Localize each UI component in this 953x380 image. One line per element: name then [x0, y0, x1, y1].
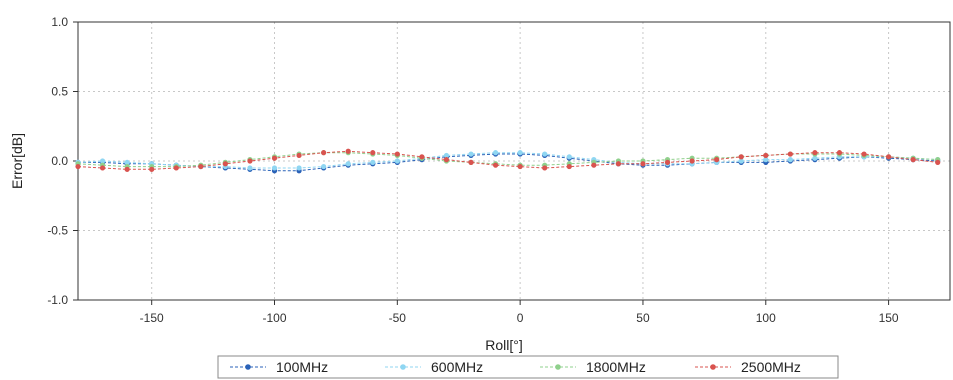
series-point: [247, 158, 253, 164]
legend-marker: [400, 364, 406, 370]
series-point: [173, 165, 179, 171]
x-tick-label: 150: [879, 311, 899, 325]
series-layer: [75, 148, 941, 174]
series-point: [296, 152, 302, 159]
series-line: [77, 152, 938, 168]
grid-layer: [78, 21, 950, 301]
series-point: [812, 150, 818, 156]
legend: 100MHz 600MHz 1800MHz 2500MHz: [217, 355, 839, 379]
legend-label: 600MHz: [431, 359, 483, 375]
legend-marker: [555, 364, 561, 370]
series-point: [763, 157, 769, 163]
series-point: [149, 166, 155, 172]
legend-box: [217, 355, 839, 379]
x-tick-label: 100: [756, 311, 776, 325]
legend-marker: [710, 364, 716, 370]
series-point: [492, 150, 499, 156]
series-point: [738, 158, 744, 164]
series-point: [271, 155, 278, 161]
y-axis-title: Error[dB]: [9, 133, 25, 189]
series-point: [763, 152, 769, 159]
series-point: [910, 157, 916, 163]
series-point: [566, 163, 572, 170]
y-tick-label: 1.0: [51, 15, 68, 29]
series-point: [99, 165, 106, 171]
series-point: [640, 161, 646, 167]
legend-label: 100MHz: [276, 359, 328, 375]
series-point: [394, 151, 400, 157]
series-point: [198, 163, 204, 170]
series-point: [345, 148, 351, 154]
series-point: [370, 159, 376, 165]
series-point: [99, 158, 106, 164]
x-tick-label: -50: [389, 311, 407, 325]
series-point: [787, 151, 793, 157]
series-point: [296, 165, 302, 171]
series-point: [271, 165, 278, 171]
series-point: [591, 162, 597, 168]
series-point: [222, 161, 228, 167]
series-point: [615, 161, 621, 167]
series-line: [77, 150, 938, 170]
series-point: [861, 151, 867, 157]
series-point: [492, 162, 499, 168]
series-point: [443, 157, 450, 163]
series-point: [812, 155, 818, 161]
legend-marker: [245, 364, 251, 370]
y-tick-label: -0.5: [47, 224, 68, 238]
x-tick-label: 0: [517, 311, 524, 325]
x-axis-title: Roll[°]: [485, 337, 523, 353]
series-point: [935, 159, 941, 165]
series-point: [124, 159, 130, 165]
series-point: [885, 154, 892, 160]
series-point: [75, 163, 81, 170]
series-point: [517, 163, 523, 170]
series-point: [787, 157, 793, 163]
series-point: [836, 150, 843, 156]
x-tick-label: -100: [262, 311, 286, 325]
series-point: [370, 150, 376, 156]
series-point: [124, 166, 130, 172]
series-point: [345, 161, 351, 167]
series-point: [321, 150, 327, 156]
series-point: [689, 158, 695, 164]
series-point: [714, 157, 720, 163]
series-point: [664, 159, 671, 165]
series-line: [77, 152, 938, 169]
x-tick-label: 50: [636, 311, 650, 325]
legend-label: 1800MHz: [586, 359, 646, 375]
series-line: [78, 153, 938, 172]
series-point: [468, 151, 474, 157]
series-point: [419, 154, 425, 160]
series-point: [738, 154, 744, 160]
series-point: [468, 159, 474, 165]
y-tick-label: -1.0: [47, 293, 68, 307]
series-point: [321, 163, 327, 170]
series-point: [542, 165, 548, 171]
ticks-layer: -150 -100 -50 0 50 100 150 1.0 0.5 0.0 -0.5 -1.0: [47, 15, 899, 325]
series-point: [566, 154, 572, 160]
x-tick-label: -150: [140, 311, 164, 325]
series-point: [517, 150, 523, 156]
y-tick-label: 0.5: [51, 85, 68, 99]
series-point: [443, 152, 450, 159]
series-point: [247, 165, 253, 171]
series-point: [394, 158, 400, 164]
y-tick-label: 0.0: [51, 154, 68, 168]
legend-label: 2500MHz: [741, 359, 801, 375]
series-point: [542, 151, 548, 157]
